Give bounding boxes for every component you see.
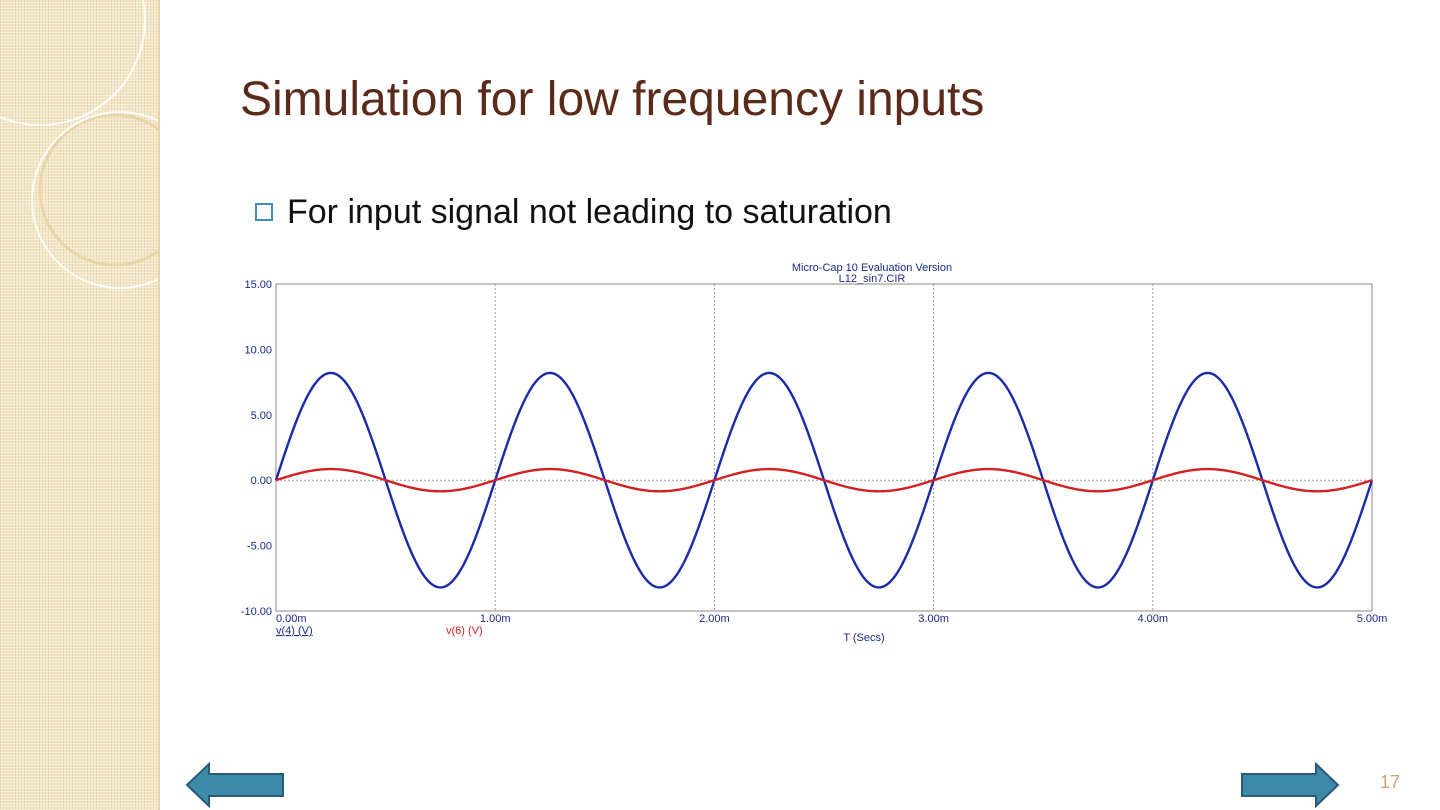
chart-title: Micro-Cap 10 Evaluation Version xyxy=(792,262,952,274)
bullet-box-icon xyxy=(255,203,273,221)
y-tick-label: 10.00 xyxy=(244,344,272,356)
x-tick-label: 3.00m xyxy=(918,613,949,625)
legend-v6: v(6) (V) xyxy=(446,625,483,637)
page-title: Simulation for low frequency inputs xyxy=(240,73,985,126)
legend-v4: v(4) (V) xyxy=(276,625,313,637)
arrow-right-icon[interactable] xyxy=(1240,762,1340,808)
y-tick-label: 0.00 xyxy=(251,475,272,487)
x-axis-label: T (Secs) xyxy=(843,632,884,644)
plot-area xyxy=(275,283,1373,612)
x-tick-label: 1.00m xyxy=(480,613,511,625)
page-number: 17 xyxy=(1380,772,1401,792)
y-tick-label: 5.00 xyxy=(251,410,272,422)
arrow-left-icon[interactable] xyxy=(185,762,285,808)
x-tick-label: 2.00m xyxy=(699,613,730,625)
simulation-chart: 15.00 10.00 5.00 0.00 -5.00 -10.00 0.00m 1.00m 2… xyxy=(241,262,1388,644)
chart-subtitle: L12_sin7.CIR xyxy=(839,273,906,285)
x-tick-label: 0.00m xyxy=(276,613,307,625)
bullet-text: For input signal not leading to saturati… xyxy=(287,192,892,231)
x-tick-label: 5.00m xyxy=(1357,613,1388,625)
bullet-item: For input signal not leading to saturati… xyxy=(255,192,892,232)
series-line-v6 xyxy=(275,467,1373,493)
y-tick-label: 15.00 xyxy=(244,279,272,291)
decorative-sidebar xyxy=(0,0,160,810)
decorative-circles xyxy=(0,0,158,289)
x-tick-label: 4.00m xyxy=(1138,613,1169,625)
y-tick-label: -5.00 xyxy=(247,541,272,553)
y-tick-label: -10.00 xyxy=(241,606,272,618)
